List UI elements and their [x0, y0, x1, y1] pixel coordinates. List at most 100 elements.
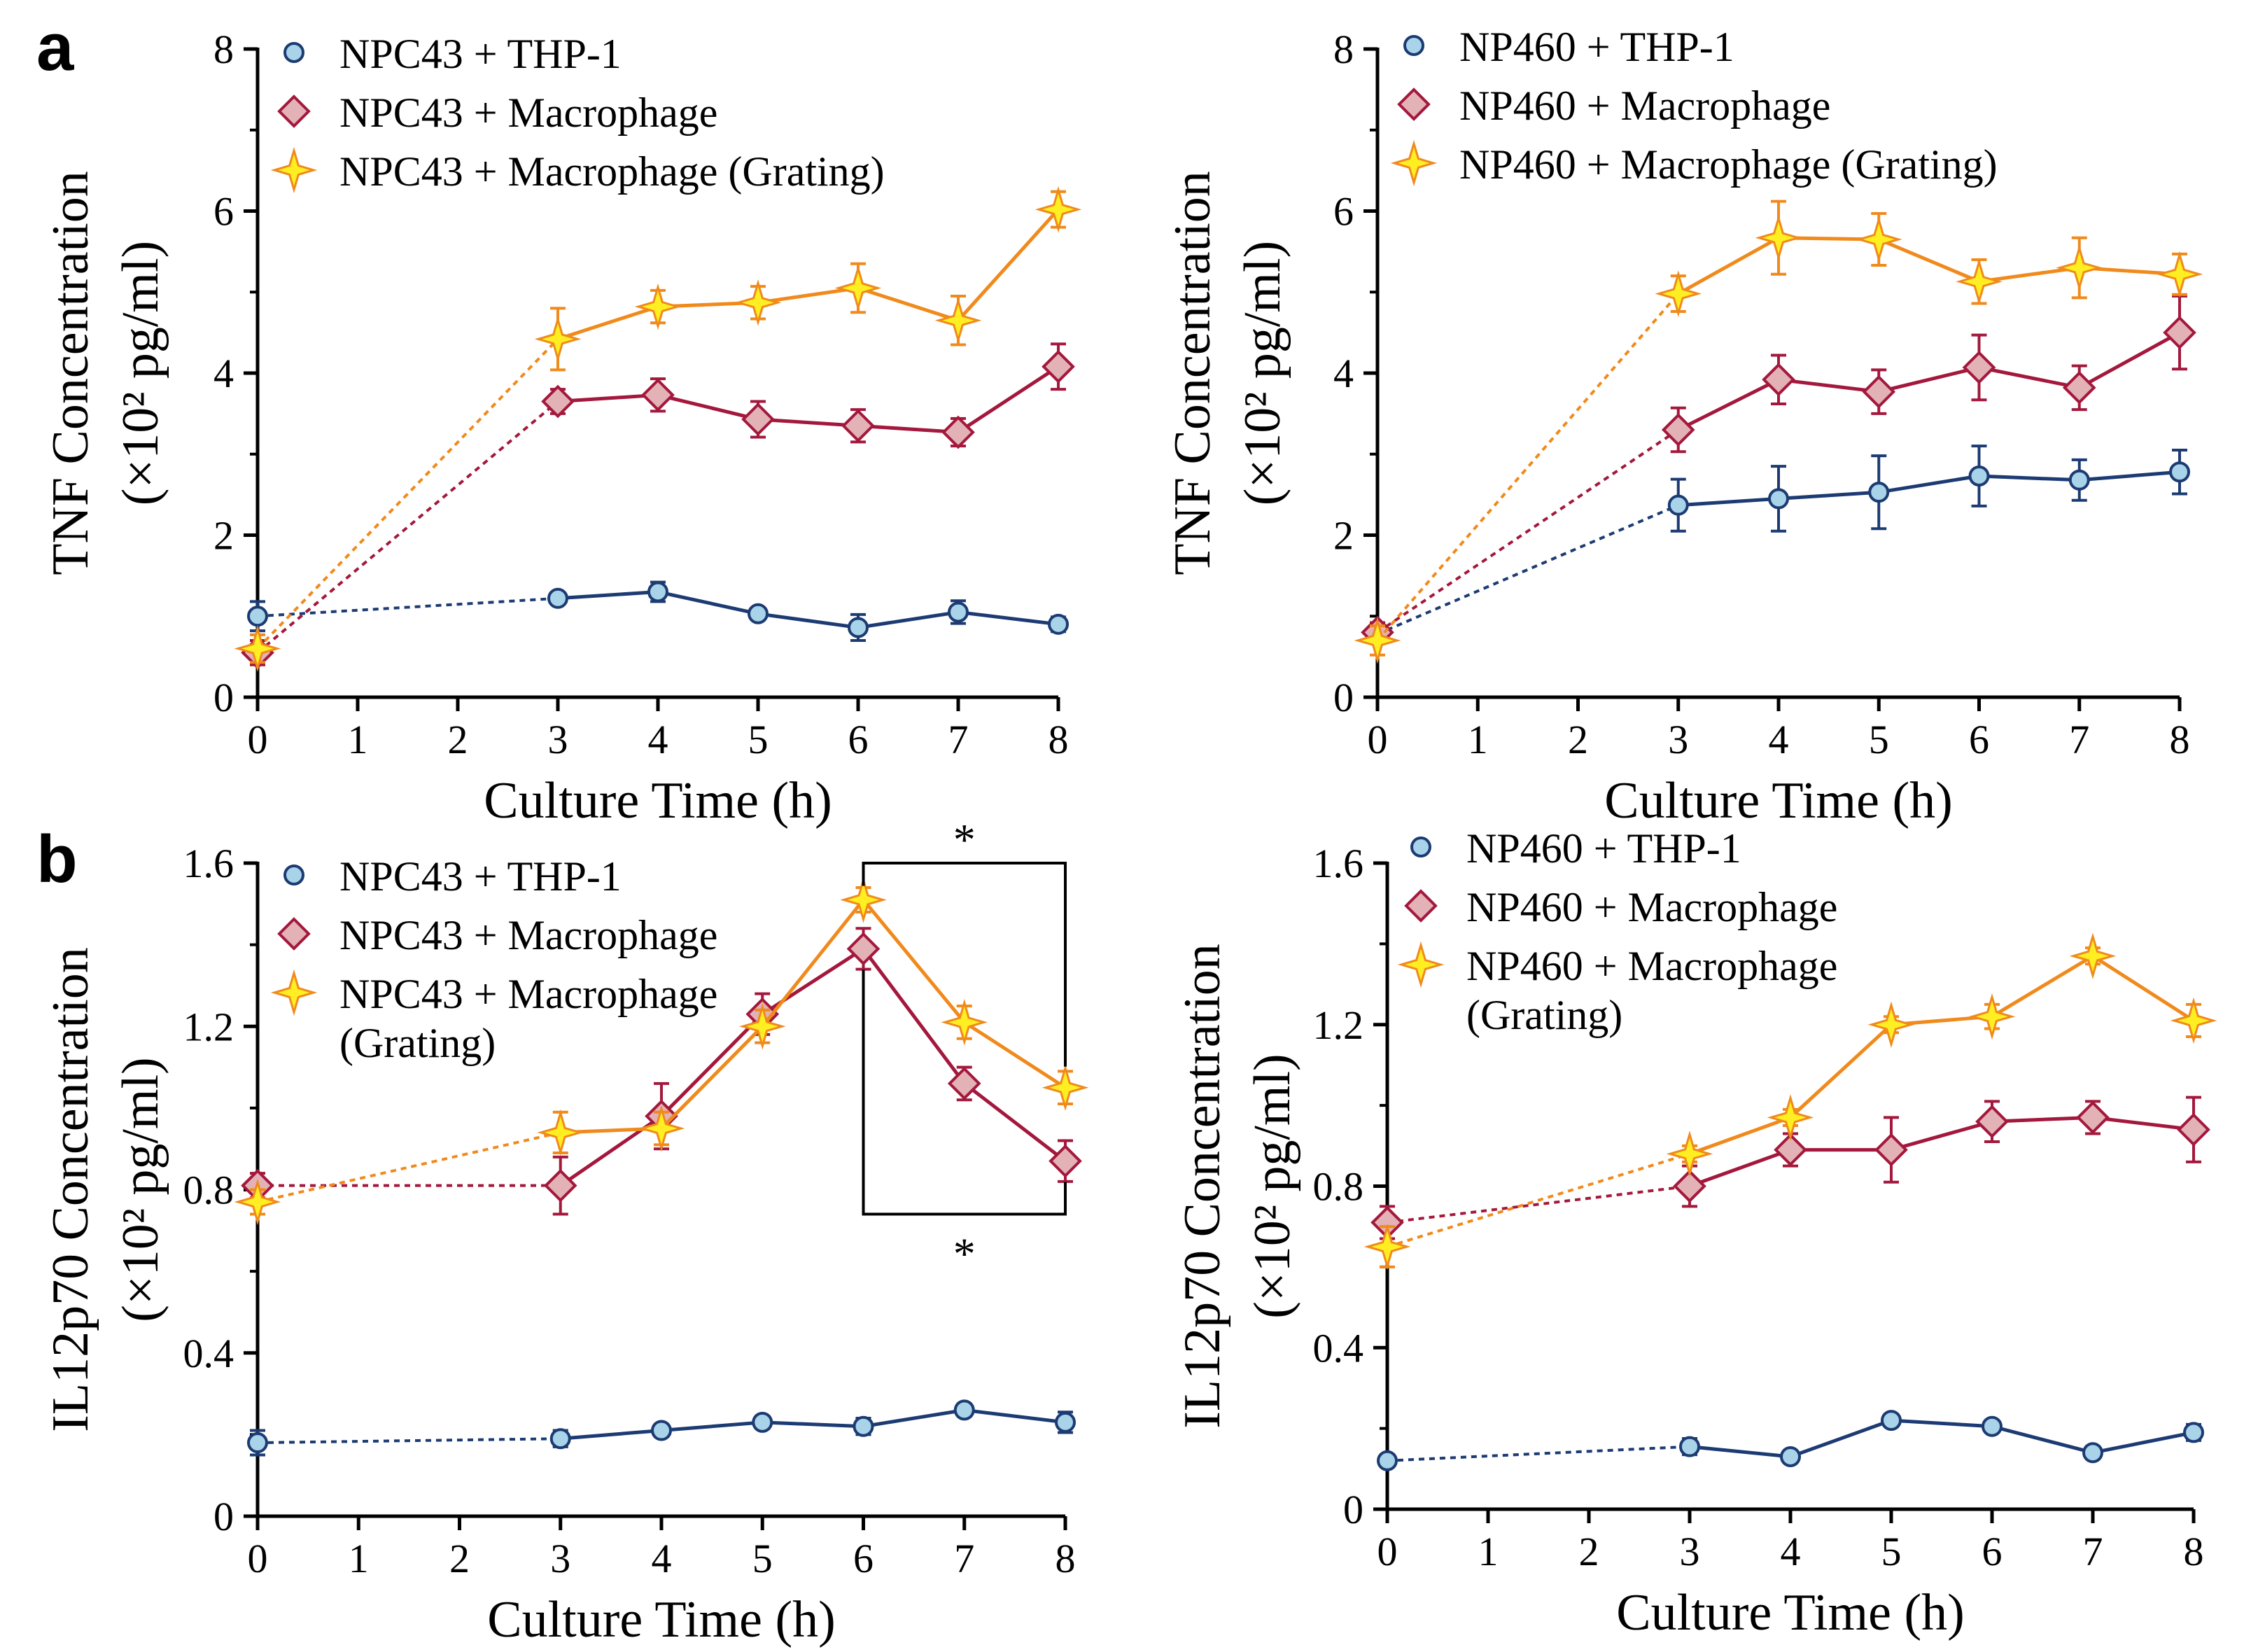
series-macro: [1361, 295, 2196, 650]
y-tick-label: 0.8: [183, 1168, 234, 1213]
series-grating: [1354, 200, 2203, 664]
data-point: [1762, 363, 1795, 397]
data-point: [543, 1168, 577, 1203]
data-point: [537, 1109, 584, 1156]
data-point: [547, 587, 568, 609]
data-point: [2082, 1442, 2103, 1464]
series-line-dashed: [1376, 293, 1680, 642]
x-tick-label: 5: [752, 1536, 773, 1581]
data-point: [549, 1428, 571, 1450]
x-tick-label: 3: [550, 1536, 570, 1581]
y-tick-label: 0: [1333, 675, 1354, 720]
series-line: [1678, 470, 2180, 507]
data-point: [1768, 488, 1789, 510]
data-point: [641, 378, 675, 412]
series-thp1: [1377, 1410, 2204, 1471]
data-point: [840, 876, 887, 923]
series-line-dashed: [256, 400, 559, 654]
data-point: [1975, 1105, 2009, 1139]
legend-label-continued: (Grating): [1466, 992, 1622, 1038]
legend-label: NP460 + Macrophage (Grating): [1459, 141, 1998, 188]
x-tick-label: 1: [1468, 717, 1488, 762]
data-point: [948, 601, 969, 623]
data-point: [2069, 932, 2117, 980]
series-line: [560, 1408, 1066, 1441]
data-point: [651, 1420, 672, 1441]
series-thp1: [247, 580, 1069, 642]
legend-label: NP460 + Macrophage: [1466, 943, 1837, 989]
data-point: [638, 1105, 685, 1152]
data-point: [1755, 214, 1802, 261]
legend-marker: [277, 94, 311, 128]
bracket-bottom: [862, 969, 1067, 1216]
x-tick-label: 6: [848, 717, 869, 762]
data-point: [1042, 1064, 1089, 1111]
series-line: [557, 208, 1060, 341]
y-axis-title: TNF Concentration: [1164, 171, 1221, 575]
data-point: [853, 1415, 874, 1437]
data-point: [1881, 1410, 1902, 1432]
series-grating: [234, 186, 1082, 672]
series-line: [1689, 1418, 2194, 1459]
data-point: [1774, 1133, 1807, 1167]
series-line: [1677, 330, 2181, 432]
data-point: [1673, 1169, 1706, 1203]
y-axis-title: IL12p70 Concentration: [1174, 944, 1231, 1429]
data-point: [752, 1411, 773, 1433]
x-axis-title: Culture Time (h): [1616, 1584, 1964, 1642]
y-axis-title: TNF Concentration: [42, 171, 99, 575]
y-tick-label: 0.8: [1313, 1164, 1364, 1210]
legend-label: NP460 + Macrophage: [1466, 884, 1837, 930]
series-line-dashed: [1387, 1152, 1690, 1248]
chart-il12p70-np460: 0 0.4 0.8 1.2 1.6 0 1 2 3 4 5 6 7 8 Culture Time (h) IL…: [1174, 825, 2217, 1642]
data-point: [738, 1002, 786, 1050]
data-point: [941, 415, 975, 449]
series-line: [1689, 1115, 2194, 1188]
data-point: [1780, 1446, 1801, 1468]
series-line-dashed: [257, 1437, 561, 1445]
y-tick-label: 0: [213, 675, 234, 720]
legend-marker: [283, 864, 304, 886]
data-point: [1868, 482, 1890, 503]
legend-marker: [1404, 889, 1438, 923]
x-tick-label: 7: [2083, 1529, 2103, 1574]
data-point: [1874, 1133, 1908, 1167]
x-axis-title: Culture Time (h): [487, 1591, 835, 1648]
data-point: [947, 1067, 981, 1100]
x-tick-label: 0: [1377, 1529, 1398, 1574]
x-tick-label: 8: [2184, 1529, 2204, 1574]
y-tick-label: 1.6: [1313, 841, 1364, 886]
series-line: [557, 589, 1059, 630]
x-tick-label: 8: [1049, 717, 1069, 762]
series-line-dashed: [1376, 428, 1679, 634]
y-tick-label: 4: [1333, 351, 1354, 396]
y-tick-label: 2: [1333, 513, 1354, 559]
data-point: [1962, 351, 1996, 384]
x-tick-label: 5: [1869, 717, 1889, 762]
bracket-top: [862, 862, 1067, 1067]
legend-label: NP460 + THP-1: [1466, 825, 1741, 872]
series-line: [1689, 953, 2195, 1156]
y-tick-label: 8: [213, 27, 234, 72]
x-tick-label: 3: [1668, 717, 1688, 762]
data-point: [541, 384, 575, 419]
legend-marker: [270, 146, 318, 194]
data-point: [1862, 374, 1896, 409]
x-tick-label: 4: [652, 1536, 672, 1581]
x-tick-label: 7: [948, 717, 969, 762]
legend-label: NPC43 + Macrophage: [339, 971, 717, 1017]
data-point: [1968, 465, 1990, 487]
data-point: [2169, 461, 2190, 483]
x-axis-title: Culture Time (h): [1604, 772, 1952, 830]
data-point: [934, 297, 982, 344]
data-point: [247, 606, 268, 627]
y-tick-label: 6: [213, 189, 234, 234]
data-point: [1666, 1130, 1713, 1177]
legend-marker: [1397, 88, 1431, 121]
y-tick-label: 0: [1343, 1487, 1363, 1532]
data-point: [2183, 1422, 2204, 1443]
x-tick-label: 2: [1579, 1529, 1599, 1574]
data-point: [2062, 371, 2096, 405]
data-point: [1856, 216, 1902, 263]
